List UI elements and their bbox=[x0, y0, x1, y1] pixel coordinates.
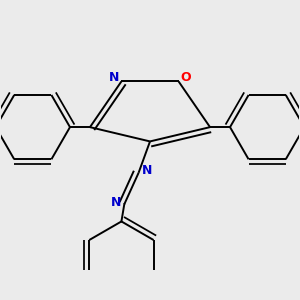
Text: N: N bbox=[109, 70, 119, 84]
Text: O: O bbox=[180, 70, 191, 84]
Text: N: N bbox=[141, 164, 152, 177]
Text: N: N bbox=[111, 196, 122, 208]
